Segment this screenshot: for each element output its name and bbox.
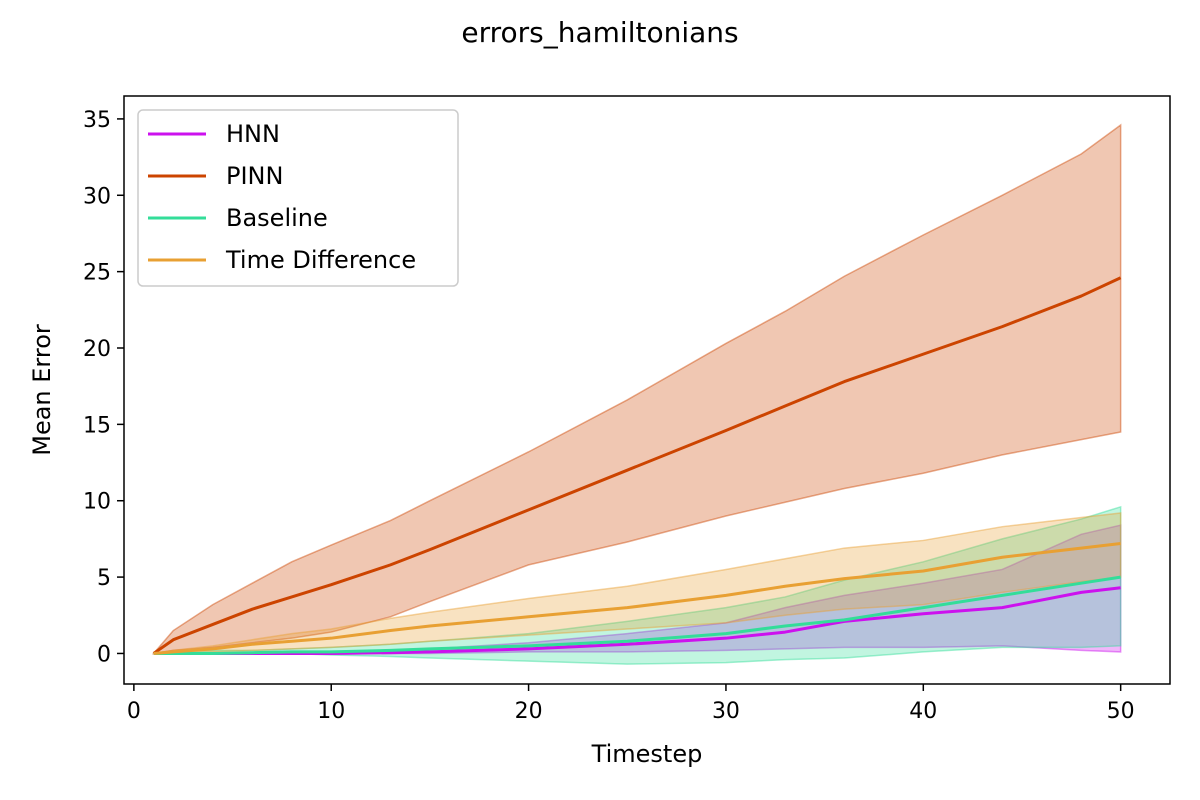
x-tick-label: 50	[1107, 699, 1135, 724]
band-time-difference	[153, 512, 1122, 655]
y-tick-label: 30	[83, 184, 111, 209]
x-tick-label: 10	[317, 699, 345, 724]
legend-box	[137, 109, 459, 287]
plot-frame	[123, 95, 1171, 685]
series-lines	[152, 276, 1122, 655]
legend-label-time-difference: Time Difference	[225, 246, 416, 274]
legend: HNN PINN Baseline Time Difference	[137, 109, 459, 287]
band-baseline	[153, 505, 1122, 665]
x-tick-label: 20	[515, 699, 543, 724]
y-tick-label: 15	[83, 413, 111, 438]
x-tick-label: 30	[712, 699, 740, 724]
y-axis-label: Mean Error	[28, 324, 56, 456]
legend-label-pinn: PINN	[226, 162, 283, 190]
x-tick-label: 0	[127, 699, 141, 724]
chart-title: errors_hamiltonians	[461, 16, 738, 49]
y-tick-label: 20	[83, 337, 111, 362]
y-tick-label: 5	[97, 566, 111, 591]
line-pinn	[152, 276, 1122, 655]
x-axis: 0 10 20 30 40 50	[127, 684, 1135, 724]
y-tick-label: 10	[83, 490, 111, 515]
legend-label-hnn: HNN	[226, 120, 280, 148]
y-axis: 0 5 10 15 20 25 30 35	[83, 108, 124, 667]
line-baseline	[153, 575, 1121, 655]
y-tick-label: 25	[83, 261, 111, 286]
y-tick-label: 35	[83, 108, 111, 133]
legend-label-baseline: Baseline	[226, 204, 328, 232]
line-time-difference	[153, 542, 1121, 655]
x-tick-label: 40	[909, 699, 937, 724]
y-tick-label: 0	[97, 642, 111, 667]
x-axis-label: Timestep	[591, 740, 703, 768]
